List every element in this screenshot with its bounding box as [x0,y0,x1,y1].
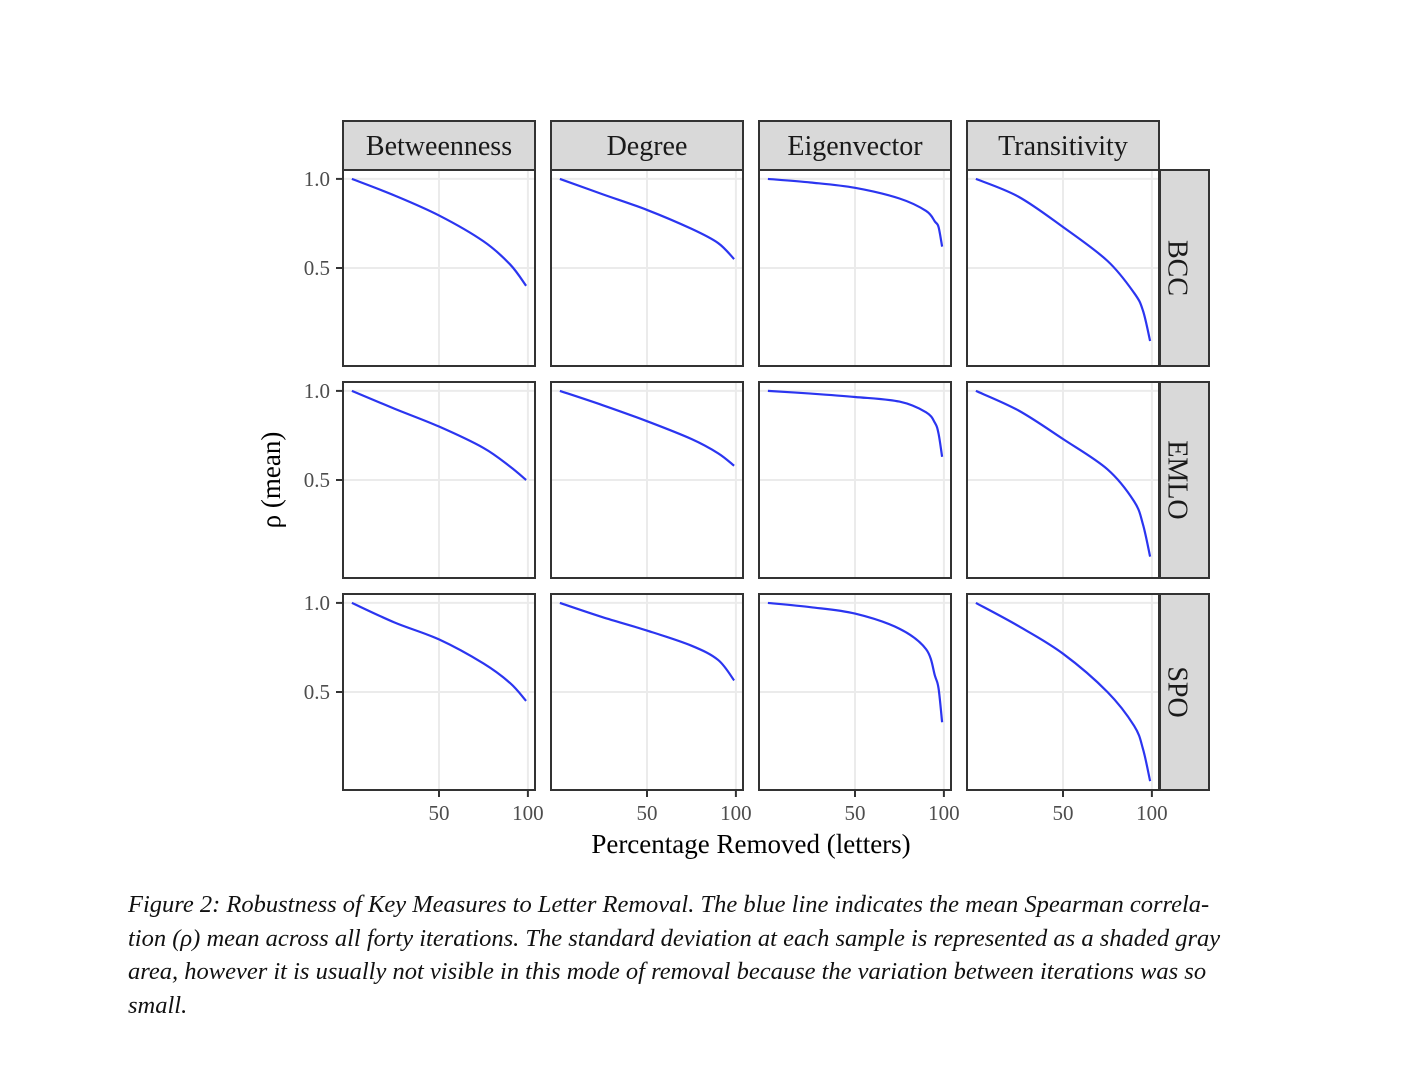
x-tick-label: 100 [720,801,752,825]
caption-line: area, however it is usually not visible … [128,958,1207,986]
x-tick-label: 50 [845,801,866,825]
x-tick-label: 50 [429,801,450,825]
series-line-spo-eigenvector [767,601,944,723]
series-line-bcc-eigenvector [767,177,944,247]
caption-line: small. [128,992,188,1020]
y-tick-label: 0.5 [304,256,330,280]
series-line-emlo-transitivity [975,389,1152,557]
column-strip [966,120,1160,171]
x-tick-label: 100 [512,801,544,825]
y-tick-label: 0.5 [304,680,330,704]
column-strip-label: Betweenness [366,131,512,162]
figure-caption: Figure 2: Robustness of Key Measures to … [128,888,1328,1023]
y-tick-label: 1.0 [304,591,330,615]
row-strip [1159,169,1210,367]
panel-border [758,381,952,579]
series-line-bcc-transitivity [975,177,1152,342]
panel-border [550,381,744,579]
caption-line: Figure 2: Robustness of Key Measures to … [128,891,1210,918]
row-strip-label: BCC [1162,240,1193,296]
y-axis-title: ρ (mean) [256,432,286,529]
column-strip [550,120,744,171]
x-tick-label: 50 [1053,801,1074,825]
facet-line-chart: Betweenness Degree Eigenvector Transitivity… [256,120,1210,859]
row-strip-label: SPO [1162,666,1193,717]
y-tick-label: 1.0 [304,379,330,403]
column-strip-label: Transitivity [998,131,1128,162]
caption-line: tion (ρ) mean across all forty iteration… [128,924,1221,952]
series-line-emlo-degree [559,389,735,467]
x-tick-label: 100 [1136,801,1168,825]
y-tick-label: 1.0 [304,167,330,191]
series-line-bcc-degree [559,177,735,260]
y-tick-label: 0.5 [304,468,330,492]
column-strip-label: Degree [607,131,688,162]
column-strip [758,120,952,171]
series-line-emlo-betweenness [351,389,527,481]
series-line-spo-degree [559,601,735,682]
row-strip [1159,381,1210,579]
row-strip [1159,593,1210,791]
column-strip-label: Eigenvector [787,131,923,162]
series-line-emlo-eigenvector [767,389,944,458]
row-strip-label: EMLO [1162,440,1193,519]
series-line-spo-betweenness [351,601,527,702]
x-tick-label: 100 [928,801,960,825]
series-line-spo-transitivity [975,601,1152,782]
x-tick-label: 50 [637,801,658,825]
series-line-bcc-betweenness [351,177,528,287]
x-axis-title: Percentage Removed (letters) [591,829,910,859]
column-strip [342,120,536,171]
